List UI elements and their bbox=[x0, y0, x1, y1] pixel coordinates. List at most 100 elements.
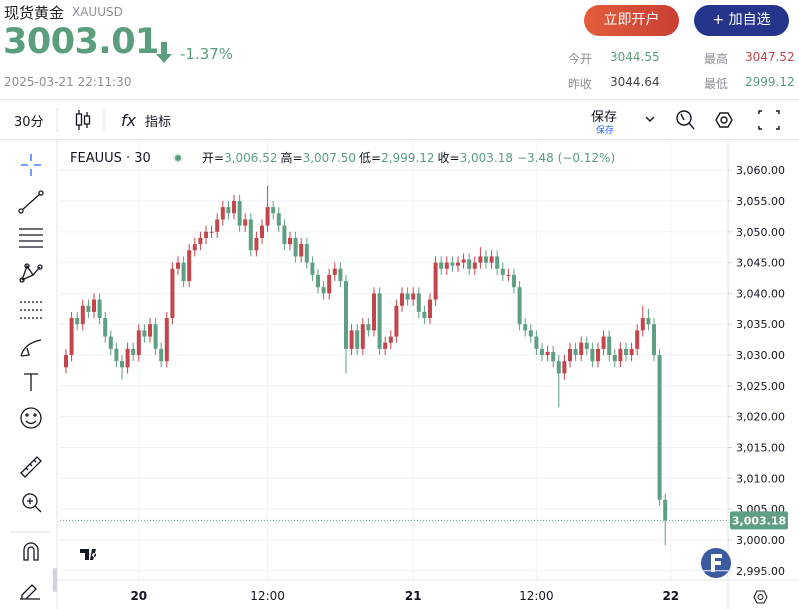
candle-body bbox=[556, 361, 561, 374]
legend-value: 3,007.50 bbox=[303, 151, 356, 165]
candle-body bbox=[103, 318, 108, 337]
save-button[interactable]: 保存 bbox=[591, 110, 618, 125]
status-dot bbox=[175, 155, 181, 161]
candle-body bbox=[635, 330, 640, 349]
candle-body bbox=[495, 256, 500, 269]
candle-body bbox=[545, 351, 550, 356]
legend-value: 3,006.52 bbox=[224, 151, 277, 165]
candle-body bbox=[209, 231, 214, 233]
down-arrow bbox=[156, 42, 172, 63]
svg-text:fx: fx bbox=[121, 111, 137, 130]
candle-body bbox=[142, 330, 147, 337]
candle-body bbox=[215, 219, 220, 232]
candle-body bbox=[176, 262, 180, 269]
candle-body bbox=[478, 256, 483, 263]
legend-change: −3.48 (−0.12%) bbox=[517, 151, 615, 165]
candle-body bbox=[596, 348, 600, 362]
legend-value: 2,999.12 bbox=[381, 151, 434, 165]
drawing-tools bbox=[10, 140, 58, 609]
candle-body bbox=[327, 274, 332, 294]
candle-body bbox=[500, 268, 505, 275]
instrument-name: 现货黄金 bbox=[4, 4, 65, 22]
candle-body bbox=[618, 348, 623, 362]
y-tick-label: 3,060.00 bbox=[736, 164, 785, 177]
last-price-tag bbox=[730, 511, 788, 530]
indicators-button[interactable]: 指标 bbox=[145, 115, 172, 130]
x-tick-label: 12:00 bbox=[519, 589, 554, 603]
legend-values: 开=3,006.52 高=3,007.50 低=2,999.12 收=3,003.18… bbox=[202, 150, 615, 165]
y-tick-label: 3,015.00 bbox=[736, 441, 785, 454]
candle-body bbox=[534, 336, 539, 349]
instrument-symbol: XAUUSD bbox=[72, 5, 123, 19]
candle-body bbox=[411, 293, 416, 300]
candle-body bbox=[568, 348, 572, 362]
add-watchlist-button[interactable]: + 加自选 bbox=[694, 5, 789, 36]
candle-body bbox=[629, 348, 634, 356]
candle-body bbox=[456, 262, 460, 266]
candle-body bbox=[316, 274, 320, 288]
candle-body bbox=[461, 259, 466, 263]
stat-label: 昨收 bbox=[568, 77, 593, 91]
candle-body bbox=[584, 342, 589, 349]
x-tick-label: 20 bbox=[130, 589, 147, 603]
candle-body bbox=[254, 237, 259, 251]
candle-body bbox=[444, 262, 449, 269]
legend-key: 收= bbox=[438, 151, 460, 165]
y-tick-label: 3,025.00 bbox=[736, 380, 785, 393]
candle-body bbox=[405, 293, 410, 300]
candle-body bbox=[148, 324, 152, 337]
candle-body bbox=[416, 293, 421, 312]
y-tick-label: 3,010.00 bbox=[736, 472, 785, 485]
candle-body bbox=[517, 287, 522, 325]
candle-body bbox=[472, 262, 477, 269]
candle-body bbox=[80, 305, 85, 325]
candle-body bbox=[551, 351, 556, 362]
legend-key: 高= bbox=[281, 150, 303, 165]
candle-body bbox=[260, 225, 264, 238]
candle-body bbox=[372, 293, 376, 331]
candle-body bbox=[433, 262, 438, 300]
settings-icon[interactable] bbox=[753, 590, 768, 604]
candle-body bbox=[573, 348, 578, 356]
stat-value: 3044.55 bbox=[610, 50, 660, 64]
candle-body bbox=[86, 305, 91, 312]
candle-body bbox=[601, 336, 606, 349]
candle-body bbox=[248, 219, 253, 251]
candle-body bbox=[243, 219, 248, 226]
candle-body bbox=[136, 330, 141, 356]
candle-body bbox=[310, 262, 315, 275]
last-price-label: 3,003.18 bbox=[732, 514, 786, 527]
open-account-button[interactable]: 立即开户 bbox=[584, 5, 679, 36]
y-tick-label: 2,995.00 bbox=[736, 565, 785, 578]
tv-logo bbox=[75, 542, 105, 566]
candle-body bbox=[523, 324, 528, 331]
stat-label: 最高 bbox=[704, 52, 729, 66]
interval-button[interactable]: 30分 bbox=[14, 115, 44, 130]
candle-body bbox=[377, 293, 382, 349]
candle-body bbox=[657, 355, 662, 500]
candle-body bbox=[624, 348, 628, 356]
candle-body bbox=[114, 348, 119, 362]
save-subtitle: 保存 bbox=[596, 126, 615, 136]
candle-body bbox=[232, 200, 236, 214]
candle-body bbox=[153, 324, 158, 349]
candle-body bbox=[506, 274, 511, 276]
timestamp: 2025-03-21 22:11:30 bbox=[4, 75, 132, 89]
price: 3003.01 bbox=[3, 22, 159, 62]
y-tick-label: 3,035.00 bbox=[736, 318, 785, 331]
candle-body bbox=[332, 268, 337, 275]
candle-body bbox=[293, 237, 298, 257]
y-tick-label: 3,000.00 bbox=[736, 534, 785, 547]
candle-body bbox=[131, 348, 136, 356]
candle-body bbox=[512, 274, 516, 288]
candle-body bbox=[640, 318, 645, 331]
candle-body bbox=[220, 207, 225, 220]
candle-body bbox=[282, 225, 287, 245]
candle-body bbox=[192, 244, 197, 251]
y-tick-label: 3,020.00 bbox=[736, 411, 785, 424]
candle-body bbox=[187, 250, 192, 282]
candle-body bbox=[170, 268, 175, 319]
candle-body bbox=[540, 348, 544, 356]
stat-value: 2999.12 bbox=[745, 75, 795, 89]
